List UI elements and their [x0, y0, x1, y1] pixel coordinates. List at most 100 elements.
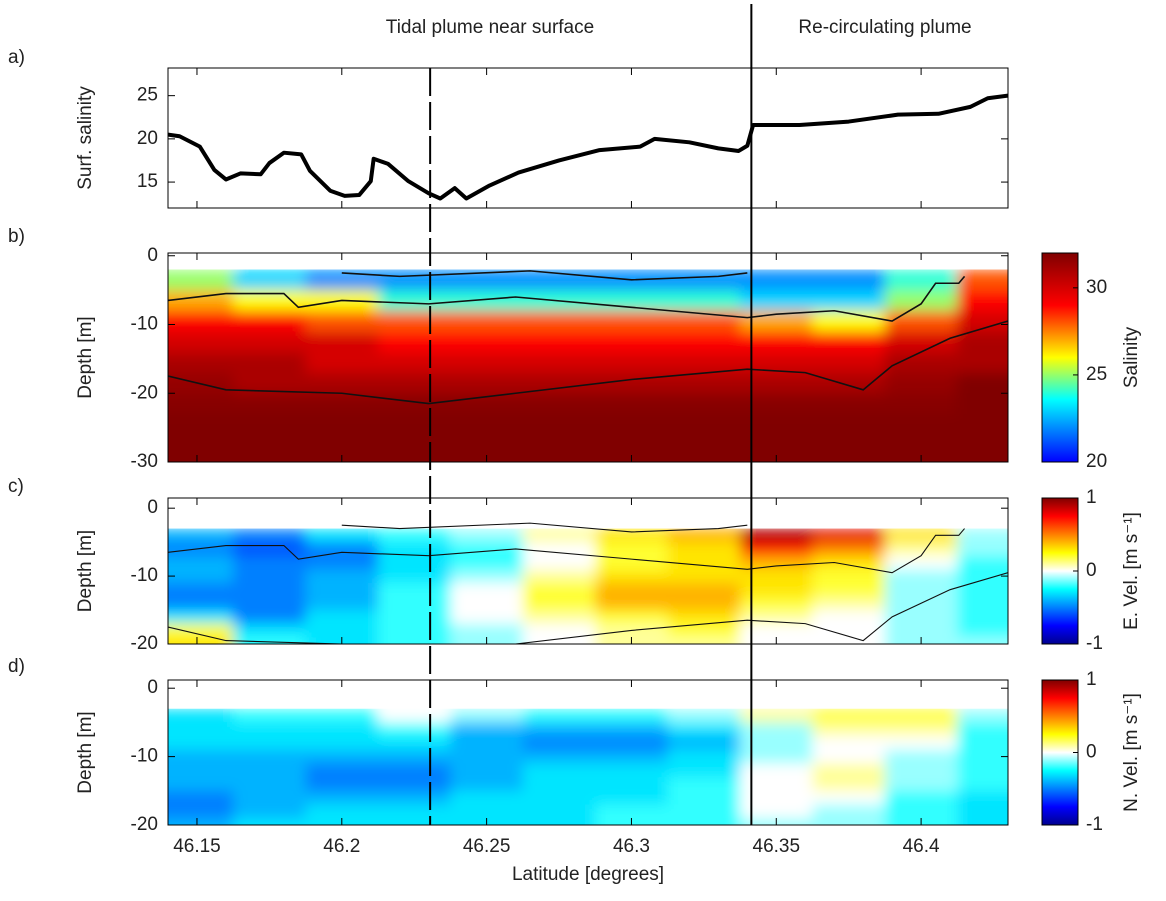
heatmap-cell	[667, 555, 741, 570]
heatmap-cell	[233, 804, 307, 819]
heatmap-cell	[168, 393, 234, 415]
colorbar-tick-label: 0	[1086, 742, 1097, 763]
y-tick-label: 0	[147, 497, 158, 518]
contour-line	[168, 528, 965, 574]
heatmap-cell	[957, 790, 1008, 805]
heatmap-cell	[168, 736, 234, 751]
heatmap-cell	[884, 372, 958, 394]
heatmap-cell	[957, 555, 1008, 570]
heatmap-cell	[378, 722, 451, 737]
heatmap-cell	[233, 310, 307, 332]
heatmap-cell	[378, 818, 451, 825]
heatmap-cell	[168, 582, 234, 597]
no-data	[168, 498, 1008, 529]
heatmap-cell	[450, 569, 524, 584]
salinity-line	[168, 93, 1008, 201]
heatmap-cell	[522, 372, 596, 394]
heatmap-cell	[595, 749, 669, 764]
heatmap-cell	[957, 290, 1008, 312]
heatmap-cell	[812, 596, 886, 611]
heatmap-cell	[233, 736, 307, 751]
heatmap-cell	[740, 372, 813, 394]
no-data	[168, 680, 1008, 709]
colorbar	[1041, 252, 1079, 463]
heatmap-cell	[305, 623, 379, 638]
heatmap-cell	[667, 623, 741, 638]
heatmap-cell	[522, 413, 596, 435]
heatmap-cell	[378, 434, 451, 456]
heatmap-cell	[168, 790, 234, 805]
heatmap-cell	[884, 290, 958, 312]
heatmap-cell	[884, 352, 958, 374]
heatmap-cell	[812, 790, 886, 805]
heatmap-cell	[595, 736, 669, 751]
heatmap-cell	[378, 528, 451, 543]
heatmap-cell	[233, 749, 307, 764]
heatmap-cell	[305, 777, 379, 792]
heatmap-cell	[957, 331, 1008, 353]
heatmap-cell	[378, 582, 451, 597]
heatmap-cell	[522, 637, 596, 644]
heatmap-cell	[305, 582, 379, 597]
x-tick-label: 46.3	[613, 836, 650, 857]
heatmap-cell	[740, 736, 813, 751]
heatmap-cell	[957, 542, 1008, 557]
y-tick-label: -10	[131, 746, 158, 767]
heatmap-cell	[740, 413, 813, 435]
y-tick-label: -20	[131, 814, 158, 835]
heatmap-cell	[595, 393, 669, 415]
heatmap-cell	[233, 269, 307, 291]
heatmap-cell	[305, 596, 379, 611]
heatmap-cell	[522, 623, 596, 638]
heatmap-cell	[233, 569, 307, 584]
heatmap-cell	[740, 569, 813, 584]
heatmap-cell	[884, 777, 958, 792]
heatmap-cell	[740, 623, 813, 638]
heatmap-cell	[957, 818, 1008, 825]
heatmap-cell	[450, 790, 524, 805]
heatmap-cell	[233, 528, 307, 543]
heatmap-cell	[450, 763, 524, 778]
heatmap-cell	[378, 804, 451, 819]
heatmap-cell	[233, 596, 307, 611]
heatmap-cell	[667, 352, 741, 374]
heatmap-cell	[305, 393, 379, 415]
heatmap-cell	[812, 269, 886, 291]
colorbar-label: E. Vel. [m s⁻¹]	[1121, 512, 1142, 630]
colorbar-tick-label: 1	[1086, 487, 1097, 508]
y-tick-label: 0	[147, 245, 158, 266]
heatmap-cell	[667, 542, 741, 557]
heatmap-cell	[378, 623, 451, 638]
heatmap-cell	[812, 777, 886, 792]
heatmap-cell	[522, 777, 596, 792]
colorbar-tick-label: -1	[1086, 633, 1103, 654]
heatmap-cell	[884, 708, 958, 723]
heatmap-cell	[595, 596, 669, 611]
heatmap-cell	[522, 749, 596, 764]
x-tick-label: 46.15	[173, 836, 221, 857]
heatmap-cell	[522, 310, 596, 332]
heatmap-cell	[450, 413, 524, 435]
heatmap-cell	[305, 804, 379, 819]
heatmap-cell	[305, 708, 379, 723]
heatmap-cell	[378, 555, 451, 570]
heatmap-cell	[522, 736, 596, 751]
heatmap-cell	[233, 763, 307, 778]
heatmap-cell	[884, 790, 958, 805]
heatmap-cell	[168, 596, 234, 611]
heatmap-cell	[812, 736, 886, 751]
heatmap-cell	[450, 352, 524, 374]
x-tick-label: 46.2	[323, 836, 360, 857]
heatmap-cell	[378, 790, 451, 805]
heatmap-cell	[450, 610, 524, 625]
heatmap-cell	[522, 596, 596, 611]
heatmap-cell	[957, 623, 1008, 638]
heatmap-cell	[168, 777, 234, 792]
heatmap-cell	[522, 610, 596, 625]
heatmap-cell	[168, 290, 234, 312]
heatmap-cell	[595, 777, 669, 792]
heatmap-cell	[812, 290, 886, 312]
heatmap-cell	[884, 804, 958, 819]
y-axis-label: Depth [m]	[75, 711, 96, 793]
